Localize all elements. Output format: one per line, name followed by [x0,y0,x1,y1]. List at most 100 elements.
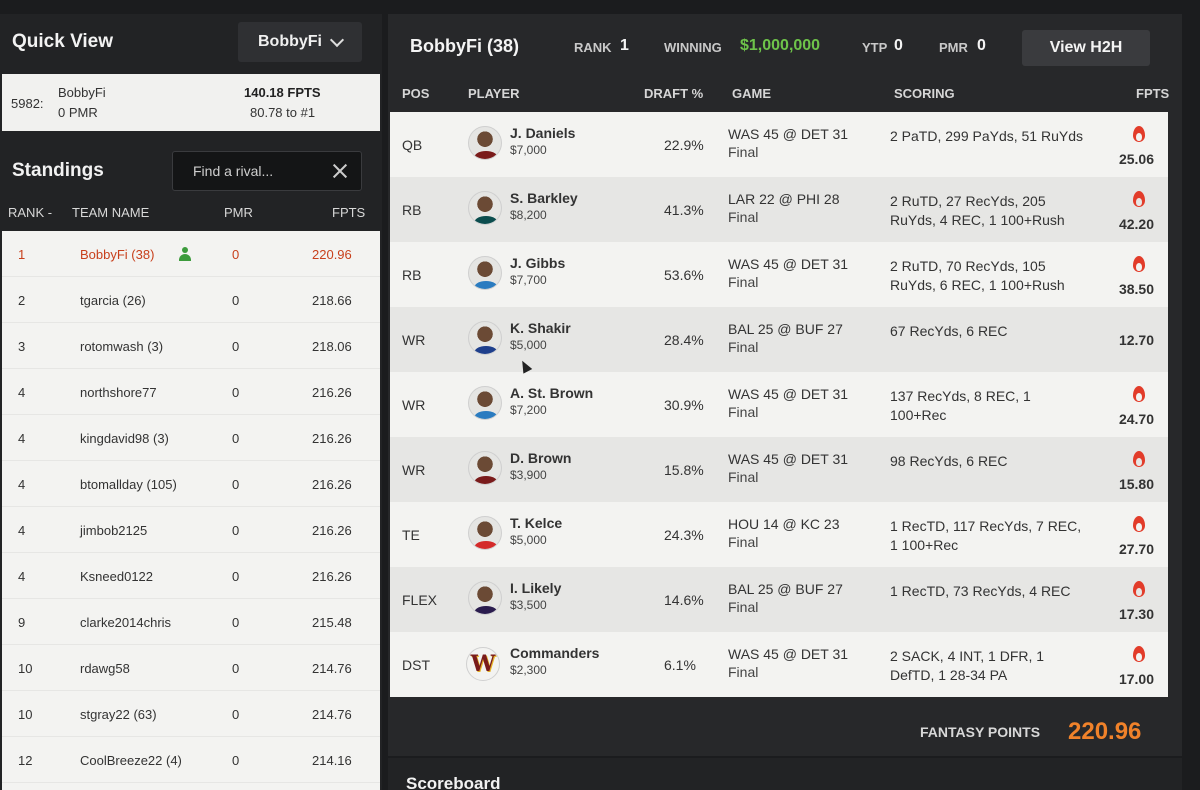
col-fpts[interactable]: FPTS [332,205,366,220]
player-salary: $7,000 [510,143,547,157]
player-name[interactable]: J. Gibbs [510,255,566,271]
standings-row[interactable]: 12 CoolBreeze22 (4) 0 214.16 [2,737,380,783]
player-salary: $5,000 [510,533,547,547]
player-scoring: 2 SACK, 4 INT, 1 DFR, 1 DefTD, 1 28-34 P… [890,648,1045,683]
standings-row[interactable]: 4 jimbob2125 0 216.26 [2,507,380,553]
player-draft-pct: 6.1% [664,657,696,673]
player-position: RB [402,267,422,283]
rank-value: 1 [620,37,629,54]
standings-row[interactable]: 10 rdawg58 0 214.76 [2,645,380,691]
standings-pmr: 0 [232,661,240,676]
player-draft-pct: 41.3% [664,202,704,218]
player-game-status: Final [728,404,759,420]
standings-fpts: 216.26 [312,431,352,446]
flame-icon [1132,579,1146,599]
clear-search-icon[interactable] [333,164,347,178]
player-fpts: 17.00 [1118,671,1154,687]
standings-row[interactable]: 4 btomallday (105) 0 216.26 [2,461,380,507]
player-name[interactable]: T. Kelce [510,515,563,531]
standings-row[interactable]: 2 tgarcia (26) 0 218.66 [2,277,380,323]
standings-fpts: 216.26 [312,385,352,400]
player-position: WR [402,332,426,348]
player-name[interactable]: I. Likely [510,580,562,596]
lineup-row[interactable]: TE T. Kelce $5,000 24.3% HOU 14 @ KC 23 Final… [390,502,1168,567]
standings-row[interactable]: 9 clarke2014chris 0 215.48 [2,599,380,645]
standings-row[interactable]: 1 BobbyFi (38) 0 220.96 [2,231,380,277]
user-select-dropdown[interactable]: BobbyFi [238,22,362,62]
player-name[interactable]: D. Brown [510,450,572,466]
player-avatar[interactable] [468,581,502,615]
standings-row[interactable]: 4 kingdavid98 (3) 0 216.26 [2,415,380,461]
quick-view-title: Quick View [12,31,114,52]
lineup-row[interactable]: WR K. Shakir $5,000 28.4% BAL 25 @ BUF 27 Fin… [390,307,1168,372]
standings-rank: 9 [18,615,26,630]
standings-list: 1 BobbyFi (38) 0 220.96 2 tgarcia (26) 0 218.66… [2,231,380,790]
quick-view-card[interactable]: 5982: BobbyFi 0 PMR 140.18 FPTS 80.78 to… [2,74,380,131]
player-avatar[interactable] [468,191,502,225]
lineup-row[interactable]: FLEX I. Likely $3,500 14.6% BAL 25 @ BUF 27 F… [390,567,1168,632]
standings-title: Standings [12,160,104,181]
lineup-row[interactable]: RB J. Gibbs $7,700 53.6% WAS 45 @ DET 31 Fina… [390,242,1168,307]
standings-team-name: tgarcia (26) [80,293,146,308]
player-avatar[interactable] [468,516,502,550]
commanders-logo-icon: W [466,647,500,681]
standings-fpts: 216.26 [312,477,352,492]
player-name[interactable]: A. St. Brown [510,385,594,401]
standings-row[interactable]: 3 rotomwash (3) 0 218.06 [2,323,380,369]
player-salary: $2,300 [510,663,547,677]
lineup-row[interactable]: QB J. Daniels $7,000 22.9% WAS 45 @ DET 31 Fi… [390,112,1168,177]
player-position: WR [402,462,426,478]
player-game-status: Final [728,599,759,615]
player-fpts: 12.70 [1118,332,1154,348]
standings-rank: 4 [18,523,26,538]
player-name[interactable]: S. Barkley [510,190,578,206]
standings-row[interactable]: 10 stgray22 (63) 0 214.76 [2,691,380,737]
player-game-score: WAS 45 @ DET 31 [728,126,849,142]
quick-view-pmr: 0 PMR [58,105,98,120]
player-scoring: 1 RecTD, 117 RecYds, 7 REC, 1 100+Rec [890,518,1082,553]
player-fpts: 17.30 [1118,606,1154,622]
standings-row[interactable]: 4 northshore77 0 216.26 [2,369,380,415]
standings-fpts: 218.66 [312,293,352,308]
standings-rank: 1 [18,247,26,262]
ytp-value: 0 [894,37,903,54]
player-position: TE [402,527,420,543]
player-game-status: Final [728,144,759,160]
player-game-score: WAS 45 @ DET 31 [728,646,849,662]
standings-fpts: 214.16 [312,753,352,768]
player-avatar[interactable] [468,321,502,355]
standings-pmr: 0 [232,293,240,308]
scoreboard-section[interactable]: Scoreboard [388,756,1182,790]
player-game-score: WAS 45 @ DET 31 [728,386,849,402]
lineup-row[interactable]: DST W Commanders $2,300 6.1% WAS 45 @ DET 31 F… [390,632,1168,697]
player-name[interactable]: Commanders [510,645,600,661]
standings-team-name: btomallday (105) [80,477,177,492]
player-position: DST [402,657,430,673]
flame-icon [1132,384,1146,404]
player-game-score: HOU 14 @ KC 23 [728,516,840,532]
lineup-row[interactable]: WR D. Brown $3,900 15.8% WAS 45 @ DET 31 Fina… [390,437,1168,502]
player-avatar[interactable] [468,386,502,420]
lineup-row[interactable]: RB S. Barkley $8,200 41.3% LAR 22 @ PHI 28 Fi… [390,177,1168,242]
player-avatar[interactable] [468,126,502,160]
player-avatar[interactable] [468,256,502,290]
player-avatar[interactable] [468,451,502,485]
player-position: FLEX [402,592,438,608]
col-rank[interactable]: RANK - [8,205,53,220]
player-name[interactable]: K. Shakir [510,320,571,336]
view-h2h-button[interactable]: View H2H [1022,30,1150,66]
player-draft-pct: 15.8% [664,462,704,478]
col-pmr[interactable]: PMR [224,205,253,220]
player-game-score: BAL 25 @ BUF 27 [728,581,843,597]
col-team-name[interactable]: TEAM NAME [72,205,150,220]
standings-team-name: stgray22 (63) [80,707,157,722]
standings-row[interactable]: 4 Ksneed0122 0 216.26 [2,553,380,599]
rival-search-input[interactable]: Find a rival... [172,151,362,191]
player-fpts: 38.50 [1118,281,1154,297]
player-name[interactable]: J. Daniels [510,125,576,141]
chevron-down-icon [329,32,345,47]
player-game-status: Final [728,664,759,680]
col-fpts: FPTS [1136,86,1170,101]
lineup-row[interactable]: WR A. St. Brown $7,200 30.9% WAS 45 @ DET 31… [390,372,1168,437]
player-scoring: 2 RuTD, 70 RecYds, 105 RuYds, 6 REC, 1 1… [890,258,1065,293]
